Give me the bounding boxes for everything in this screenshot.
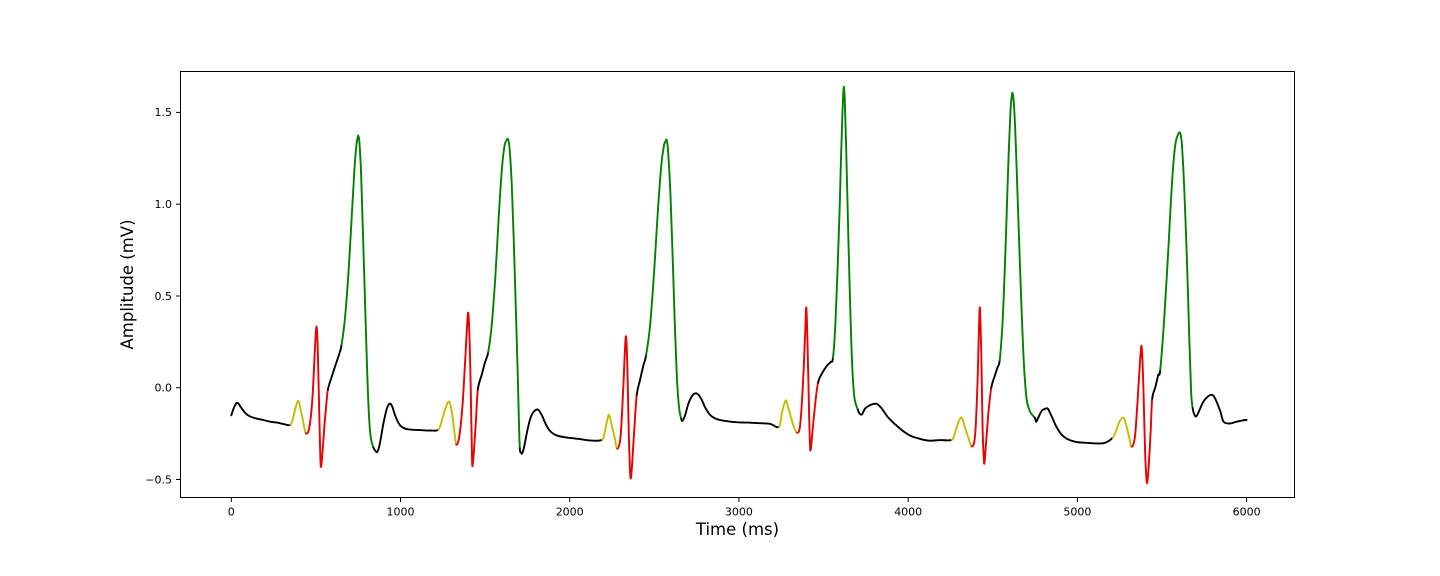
y-tick-label: −0.5: [145, 473, 172, 486]
axis-ticks: 0 1000 2000 3000 4000 5000 6000 −0.5 0.0 0.5 1.0 1.…: [145, 106, 1260, 518]
ecg-trace-segment-r: [970, 306, 993, 465]
ecg-trace-segment-k: [1191, 393, 1248, 425]
x-tick-label: 1000: [387, 506, 415, 519]
x-tick-label: 0: [228, 506, 235, 519]
ecg-trace-segment-k: [230, 401, 292, 427]
ecg-trace-segment-g: [832, 85, 859, 411]
x-axis-label: Time (ms): [695, 520, 779, 539]
ecg-trace-segment-g: [645, 138, 683, 420]
ecg-trace-segment-r: [1130, 344, 1154, 485]
ecg-trace-segment-y: [778, 399, 798, 434]
ecg-trace-segment-r: [616, 335, 638, 480]
ecg-trace-segment-k: [990, 359, 1001, 389]
ecg-trace-segment-k: [326, 343, 343, 391]
ecg-trace-segment-r: [796, 306, 819, 452]
ecg-trace-segment-k: [817, 356, 834, 384]
x-tick-label: 5000: [1063, 506, 1091, 519]
x-tick-label: 2000: [556, 506, 584, 519]
ecg-trace-segment-k: [518, 408, 604, 455]
ecg-trace-segment-g: [340, 134, 375, 449]
y-tick-label: 1.5: [155, 106, 173, 119]
ecg-trace-segment-y: [289, 399, 307, 435]
x-tick-label: 3000: [725, 506, 753, 519]
ecg-trace-segment-g: [998, 91, 1036, 419]
plot-area: [180, 71, 1295, 498]
ecg-trace-segment-k: [1033, 407, 1114, 445]
ecg-trace-segment-g: [1159, 131, 1194, 409]
ecg-trace-segment-y: [950, 416, 973, 448]
ecg-trace-segment-k: [856, 402, 953, 442]
ecg-trace-segment-r: [304, 325, 329, 468]
y-tick-label: 0.0: [155, 382, 173, 395]
ecg-trace-segment-k: [635, 353, 648, 397]
ecg-trace-segment-k: [476, 350, 490, 391]
x-tick-label: 6000: [1233, 506, 1261, 519]
ecg-trace-segment-k: [680, 392, 780, 429]
ecg-trace: [230, 85, 1248, 485]
ecg-trace-segment-k: [1151, 368, 1162, 400]
ecg-trace-segment-k: [372, 402, 440, 454]
y-tick-label: 1.0: [155, 198, 173, 211]
ecg-trace-segment-r: [455, 311, 479, 468]
ecg-trace-segment-y: [1111, 416, 1133, 448]
x-tick-label: 4000: [894, 506, 922, 519]
ecg-trace-segment-g: [487, 137, 521, 450]
y-axis-label: Amplitude (mV): [118, 219, 137, 349]
ecg-trace-segment-y: [437, 400, 458, 446]
y-tick-label: 0.5: [155, 290, 173, 303]
ecg-trace-segment-y: [601, 413, 619, 450]
